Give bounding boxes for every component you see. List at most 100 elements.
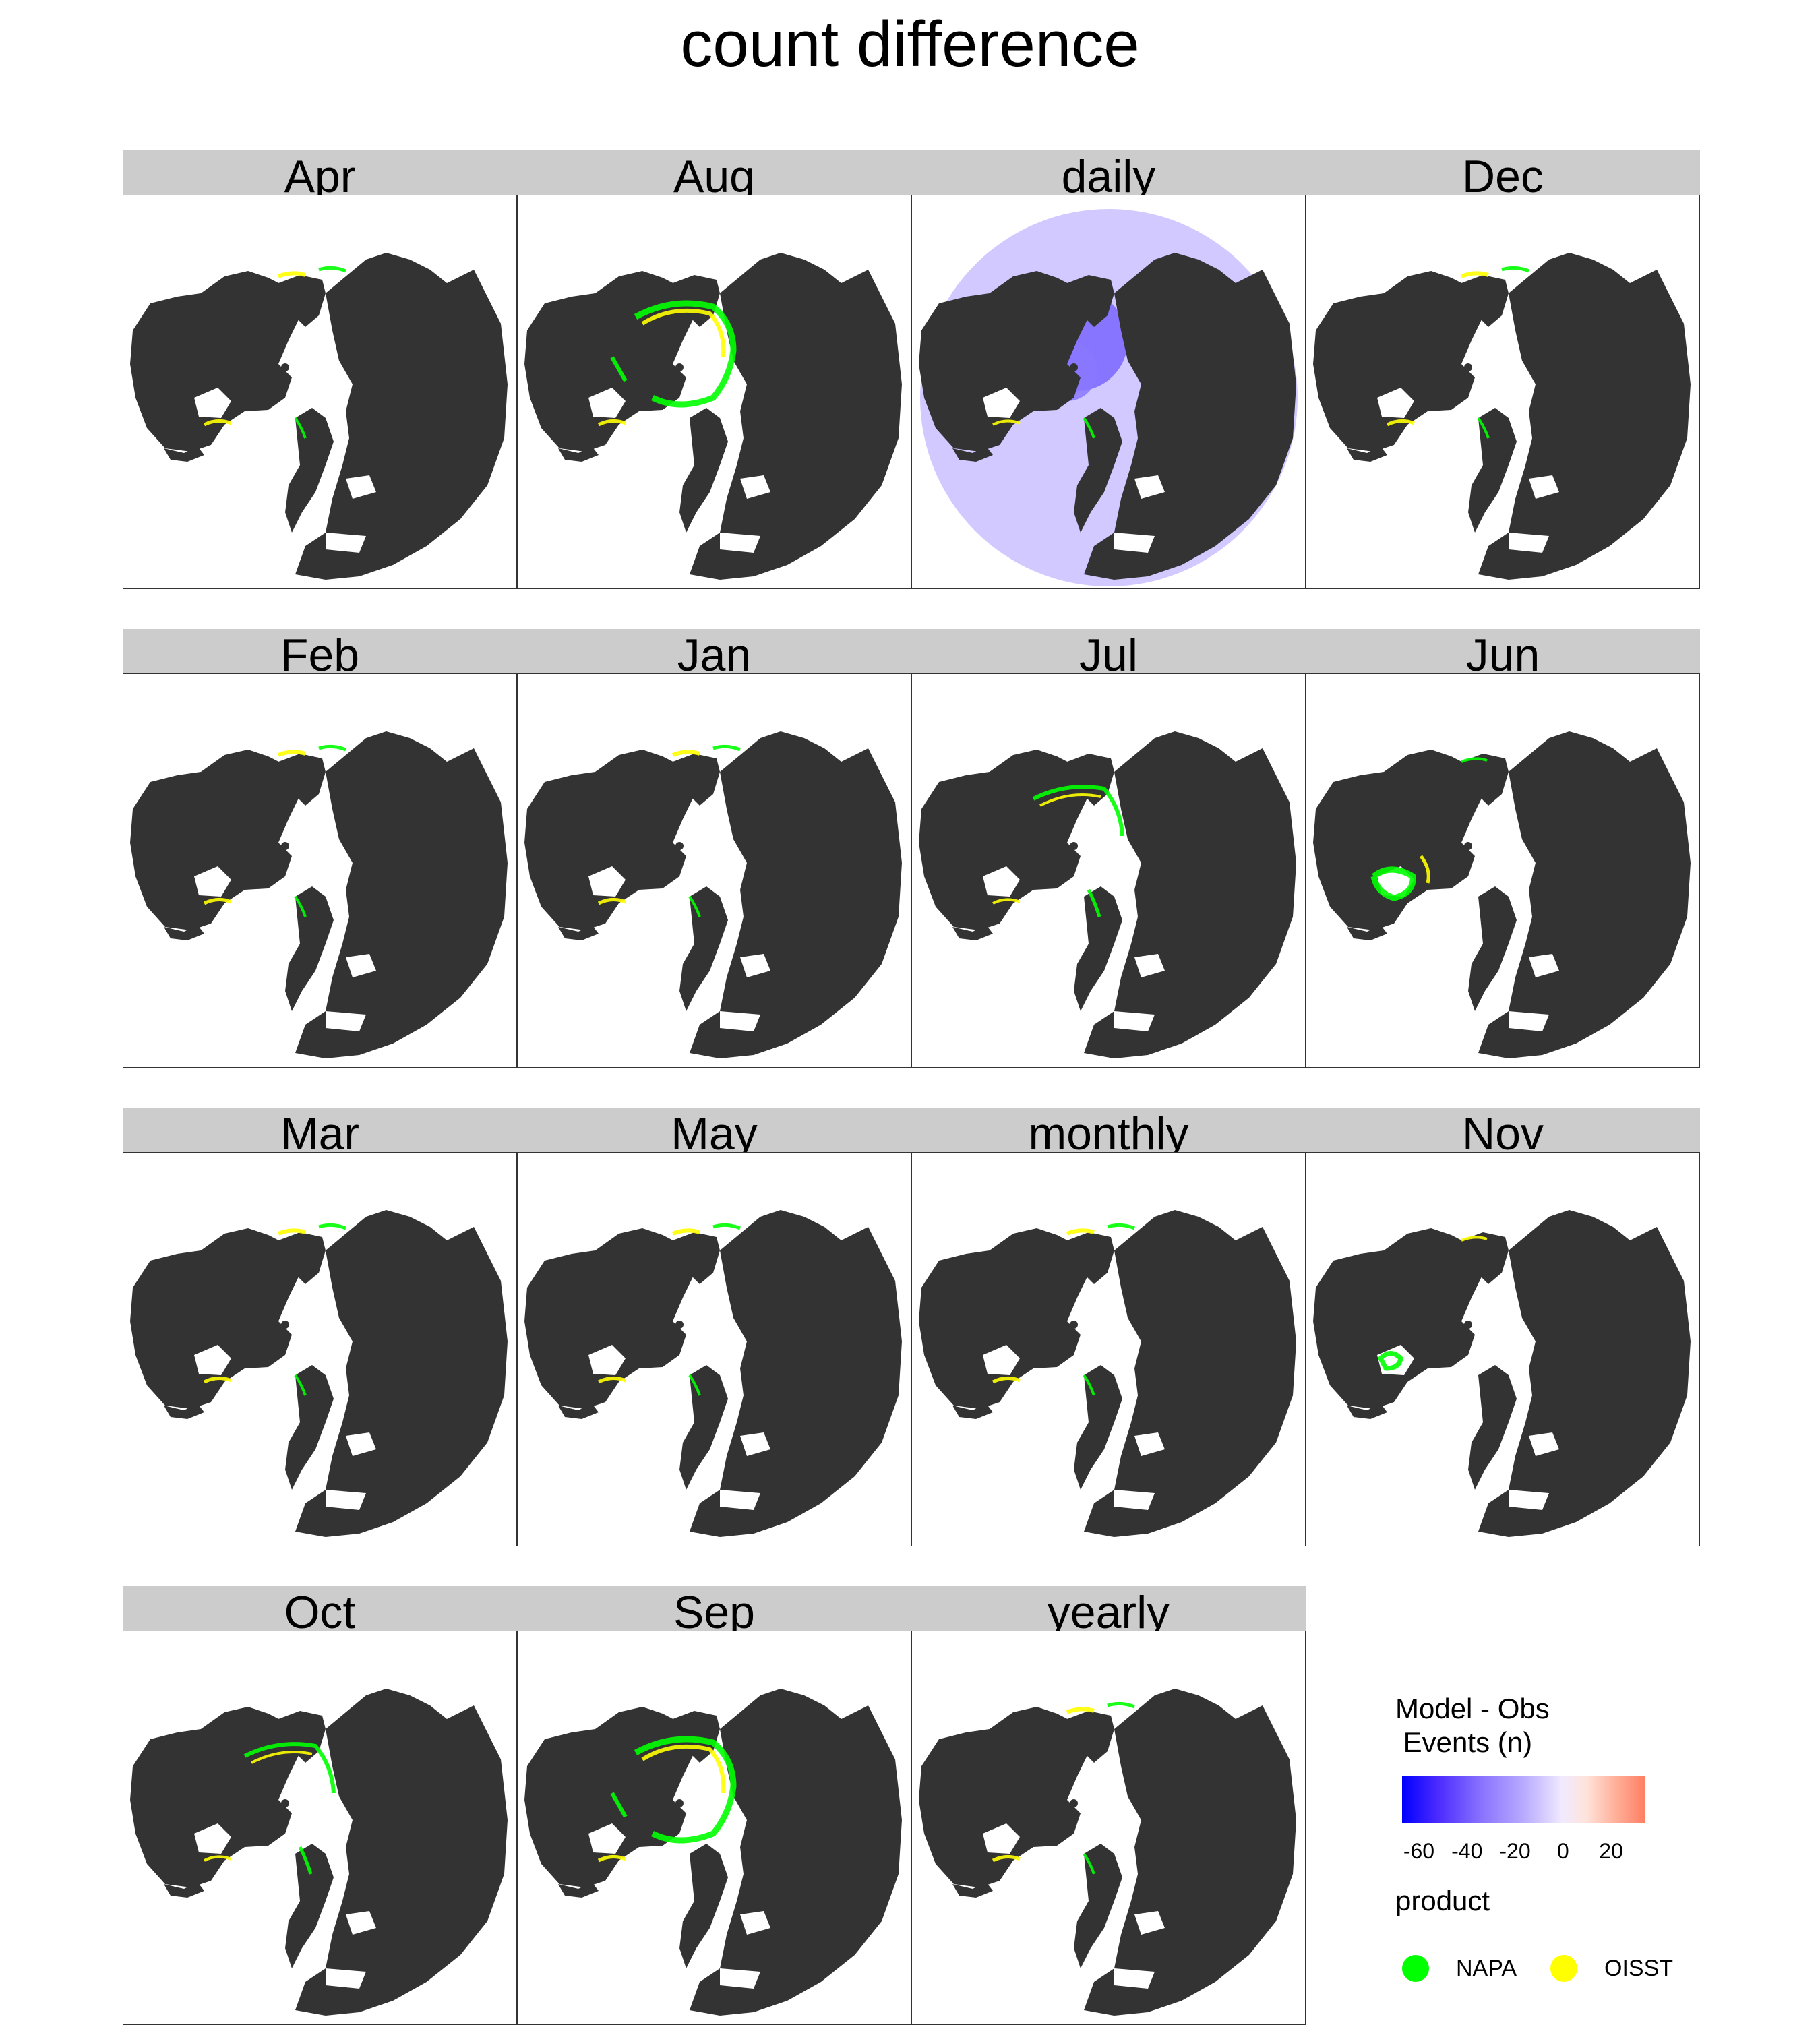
colorbar-tick (1514, 1823, 1516, 1830)
sea-patch (1114, 533, 1155, 553)
napa-difference-mark (294, 417, 307, 439)
land-island (661, 1275, 671, 1286)
oisst-difference-mark (992, 898, 1021, 905)
oisst-difference-mark (992, 419, 1021, 426)
land-island (1048, 1308, 1060, 1321)
polar-map (130, 253, 508, 580)
oisst-difference-mark (597, 1377, 626, 1384)
sea-patch (740, 954, 770, 977)
oisst-difference-mark (641, 308, 726, 358)
land-island (1464, 842, 1472, 850)
land-island (1430, 363, 1438, 371)
land-mask (295, 731, 508, 1058)
land-island (621, 367, 630, 375)
land-mask (1074, 886, 1122, 1011)
napa-difference-mark (610, 356, 628, 382)
land-island (1432, 820, 1443, 831)
land-mask (285, 886, 334, 1011)
oisst-difference-mark (597, 1855, 626, 1863)
facet-plot-area (123, 1631, 517, 2025)
sea-patch (1529, 954, 1559, 977)
facet-plot-area (123, 1152, 517, 1546)
land-island (653, 351, 665, 363)
land-island (1070, 842, 1078, 850)
land-mask (919, 1707, 1089, 1887)
polar-map (130, 731, 508, 1058)
land-island (1410, 367, 1418, 375)
napa-difference-mark (1087, 888, 1101, 917)
land-mask (524, 271, 694, 452)
napa-difference-mark (712, 1223, 741, 1230)
land-island (281, 1321, 289, 1329)
land-mask (164, 446, 204, 462)
sea-patch (588, 388, 626, 418)
land-island (259, 351, 271, 363)
facet-plot-area (911, 1152, 1306, 1546)
polar-map (524, 1689, 902, 2016)
land-mask (1478, 731, 1691, 1058)
land-mask (673, 1232, 720, 1284)
napa-difference-mark (1477, 417, 1490, 439)
facet-plot-area (1306, 195, 1700, 589)
facet-plot-area (517, 1631, 911, 2025)
land-mask (1067, 275, 1114, 327)
land-mask (1074, 1844, 1122, 1968)
sea-patch (194, 388, 231, 418)
land-mask (1084, 1689, 1296, 2016)
land-mask (673, 754, 720, 806)
colorbar-tick (1610, 1823, 1612, 1830)
land-island (258, 1284, 265, 1291)
land-island (661, 1754, 671, 1765)
facet-plot-area (911, 195, 1306, 589)
land-island (259, 1787, 271, 1799)
facet-strip-label: yearly (911, 1586, 1306, 1631)
sea-patch (326, 1968, 366, 1989)
land-mask (295, 1210, 508, 1537)
colorbar-tick (1466, 1823, 1468, 1830)
colorbar-title: Model - Obs Events (n) (1395, 1693, 1550, 1758)
facet-strip-label: Jan (517, 629, 911, 673)
land-island (1430, 1321, 1438, 1329)
land-island (281, 363, 289, 371)
land-island (1480, 899, 1490, 908)
land-mask (1313, 1228, 1483, 1409)
land-mask (130, 750, 300, 930)
sea-patch (983, 1345, 1020, 1375)
napa-difference-mark (318, 1223, 346, 1230)
land-island (1047, 327, 1054, 334)
polar-map (919, 209, 1298, 586)
facet-strip-label: May (517, 1108, 911, 1152)
facet-plot-area (1306, 1152, 1700, 1546)
land-island (1038, 820, 1049, 831)
facet-strip-label: Feb (123, 629, 517, 673)
land-mask (295, 253, 508, 580)
land-mask (1461, 754, 1509, 806)
land-mask (1468, 886, 1517, 1011)
land-island (249, 820, 260, 831)
land-island (1410, 1324, 1418, 1332)
polar-map (130, 1689, 508, 2016)
land-mask (1313, 271, 1483, 452)
facet-panel-yearly: yearly (911, 1586, 1306, 2025)
oisst-difference-mark (1039, 793, 1101, 807)
land-island (1441, 806, 1448, 812)
land-island (233, 828, 243, 837)
facet-strip-label: Aug (517, 150, 911, 195)
facet-plot-area (123, 195, 517, 589)
land-island (1027, 809, 1040, 822)
chart-title: count difference (680, 8, 1140, 80)
land-island (1442, 351, 1454, 363)
land-island (258, 327, 265, 334)
napa-difference-mark (1501, 266, 1529, 273)
sea-patch (326, 533, 366, 553)
land-island (632, 809, 646, 822)
land-island (1410, 845, 1418, 853)
oisst-difference-mark (992, 1855, 1021, 1863)
land-mask (524, 1228, 694, 1409)
land-mask (1347, 925, 1387, 940)
land-island (675, 1799, 684, 1807)
land-mask (164, 1882, 204, 1898)
land-island (661, 797, 671, 808)
facet-strip-label: Sep (517, 1586, 911, 1631)
polar-map (919, 1689, 1296, 2016)
